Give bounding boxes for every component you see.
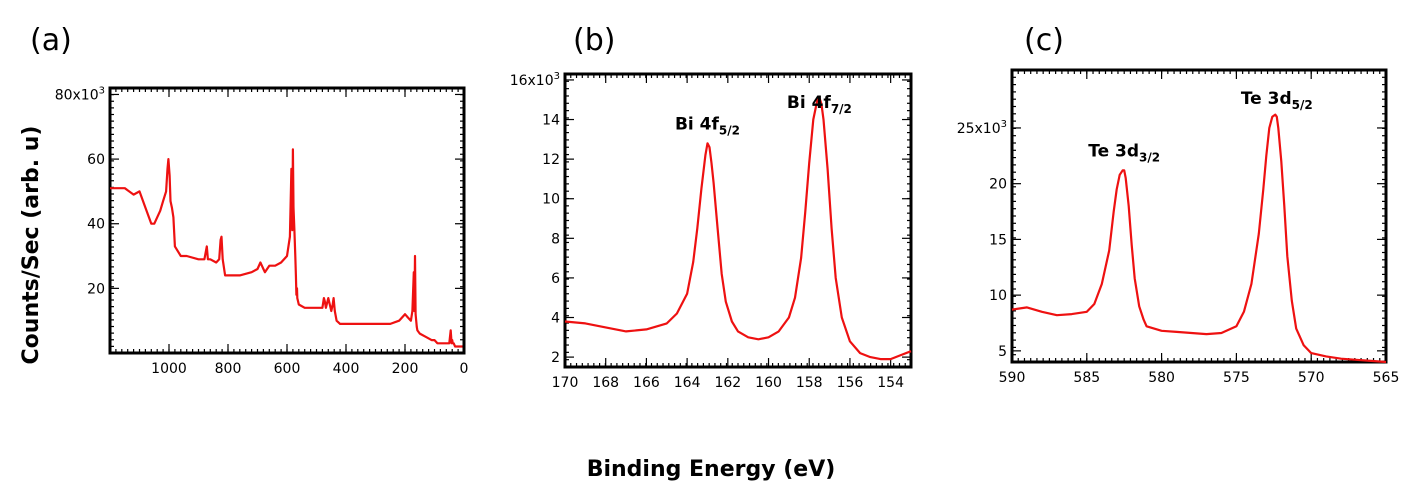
x-tick-label: 164	[674, 375, 701, 391]
y-tick-label: 16x103	[510, 71, 560, 89]
panel-label: (b)	[573, 23, 615, 58]
y-tick-label: 10	[989, 288, 1007, 304]
y-tick-label: 4	[551, 311, 560, 327]
x-tick-label: 200	[392, 361, 419, 377]
x-tick-label: 565	[1373, 370, 1400, 386]
y-tick-label: 8	[551, 231, 560, 247]
y-tick-label: 80x103	[55, 85, 105, 103]
plot-area: 590 585 580 575 570 565 5 10 15 20 25x103 Te 3d3/2 T…	[957, 68, 1400, 386]
x-tick-label: 600	[274, 361, 301, 377]
panel-label: (c)	[1024, 23, 1064, 58]
x-tick-label: 800	[215, 361, 242, 377]
peak-label: Bi 4f7/2	[787, 93, 852, 116]
x-tick-label: 585	[1073, 370, 1100, 386]
x-tick-label: 162	[714, 375, 741, 391]
x-tick-label: 160	[755, 375, 782, 391]
y-tick-label: 12	[542, 152, 560, 168]
x-tick-label: 1000	[151, 361, 187, 377]
spectrum-line	[564, 96, 912, 361]
x-tick-label: 575	[1223, 370, 1250, 386]
y-tick-label: 15	[989, 232, 1007, 248]
x-tick-label: 580	[1148, 370, 1175, 386]
panel-c-te3d: (c) 590 585 580 575 570 565 5 10 15 20 25x103 Te 3d…	[957, 23, 1400, 386]
y-tick-label: 6	[551, 271, 560, 287]
peak-label: Bi 4f5/2	[675, 114, 740, 137]
y-tick-label: 20	[989, 177, 1007, 193]
x-tick-label: 166	[633, 375, 660, 391]
y-tick-label: 25x103	[957, 119, 1007, 137]
panel-label: (a)	[30, 23, 72, 58]
panel-b-bi4f: (b) 170 168 166 164 162 160 158 156 154246810121…	[510, 23, 913, 391]
x-axis-title: Binding Energy (eV)	[587, 457, 836, 482]
spectrum-line	[110, 148, 463, 348]
plot-frame	[108, 86, 466, 355]
x-tick-label: 400	[333, 361, 360, 377]
y-tick-label: 60	[87, 152, 105, 168]
y-tick-label: 5	[998, 344, 1007, 360]
plot-frame	[1010, 68, 1388, 364]
y-tick-label: 10	[542, 192, 560, 208]
y-axis-title: Counts/Sec (arb. u)	[19, 126, 44, 365]
panel-a-survey: (a) 1000 800 600 400 200 0 20 40 60 80x103	[30, 23, 468, 377]
plot-area: 170 168 166 164 162 160 158 156 154 2 4 6 8 10 12 14 16x…	[510, 71, 913, 391]
x-tick-label: 158	[796, 375, 823, 391]
x-tick-label: 154	[877, 375, 904, 391]
spectrum-line	[1011, 113, 1387, 364]
y-tick-label: 14	[542, 113, 560, 129]
x-tick-label: 590	[999, 370, 1026, 386]
peak-label: Te 3d3/2	[1088, 141, 1160, 164]
x-tick-label: 168	[592, 375, 619, 391]
x-tick-label: 0	[460, 361, 469, 377]
plot-area: 1000 800 600 400 200 0 20 40 60 80x103	[55, 85, 469, 377]
y-tick-label: 40	[87, 217, 105, 233]
peak-label: Te 3d5/2	[1241, 89, 1313, 112]
x-tick-label: 570	[1298, 370, 1325, 386]
y-tick-label: 20	[87, 281, 105, 297]
x-tick-label: 170	[552, 375, 579, 391]
x-tick-label: 156	[837, 375, 864, 391]
y-tick-label: 2	[551, 350, 560, 366]
plot-frame	[563, 72, 913, 369]
